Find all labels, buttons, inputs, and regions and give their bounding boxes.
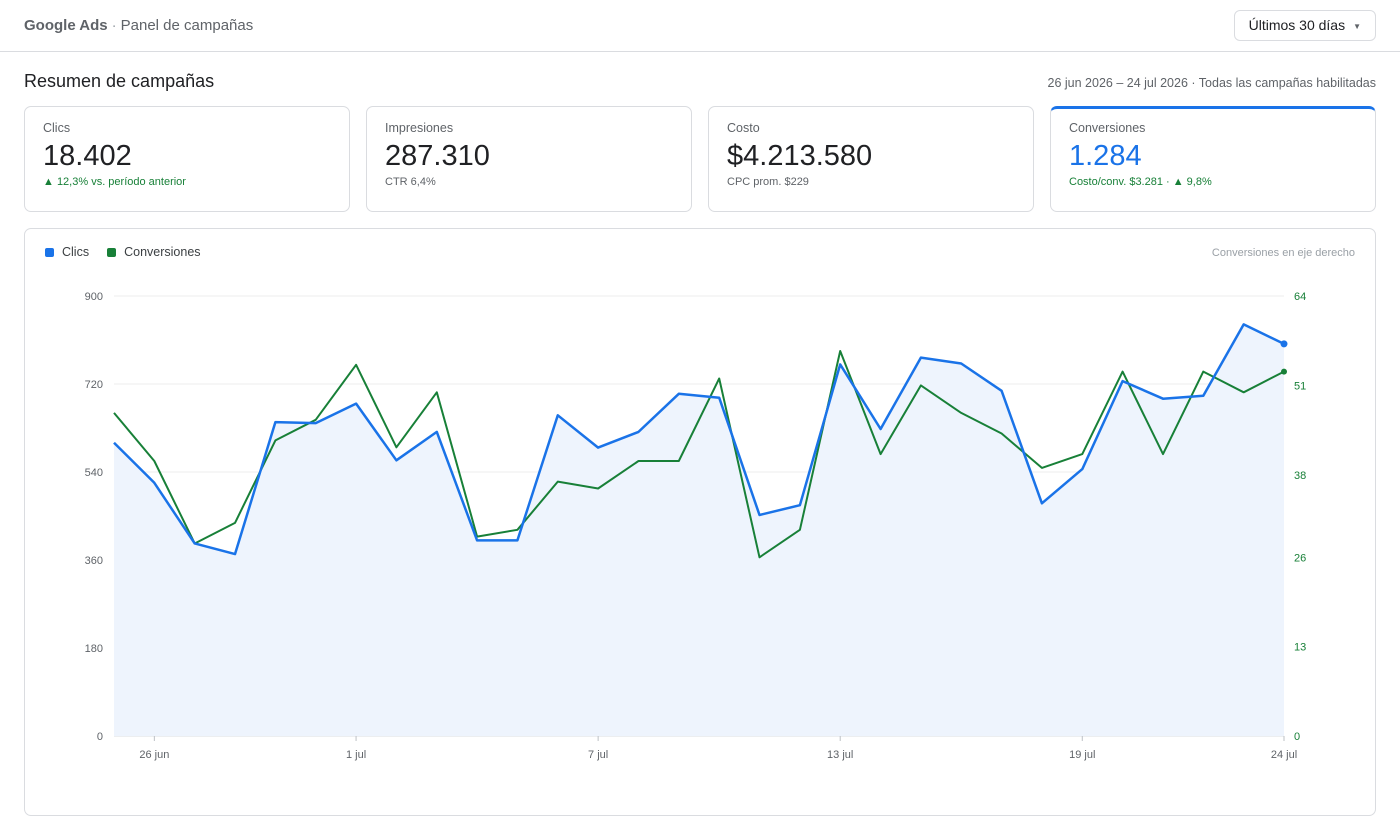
brand-name[interactable]: Google Ads [24,17,108,34]
x-tick-label: 26 jun [139,749,169,761]
kpi-label: Conversiones [1069,121,1146,135]
legend-label: Clics [62,245,90,259]
legend-item-conversions[interactable]: Conversiones [107,245,201,259]
y-right-tick-label: 26 [1294,552,1306,564]
kpi-card-impressions[interactable]: Impresiones 287.310 CTR 6,4% [366,106,692,212]
kpi-card-conversions[interactable]: Conversiones 1.284 Costo/conv. $3.281 · … [1050,106,1376,212]
performance-chart: 0 180 360 540 720 900 0 13 26 38 51 64 26 jun 1 jul 7 … [24,228,1376,816]
y-left-tick-label: 900 [85,291,103,303]
section-title: Resumen de campañas [24,71,215,91]
y-right-tick-label: 64 [1294,291,1306,303]
date-range-summary: 26 jun 2026 – 24 jul 2026 · Todas las ca… [1047,76,1376,90]
conversions-end-point [1281,368,1287,375]
legend-label: Conversiones [124,245,201,259]
breadcrumb: Google Ads · Panel de campañas [24,17,253,34]
y-left-tick-label: 180 [85,643,103,655]
x-tick-label: 7 jul [588,749,608,761]
kpi-subtext: ▲ 12,3% vs. período anterior [43,176,186,188]
y-right-tick-label: 0 [1294,731,1300,743]
y-left-tick-label: 0 [97,731,103,743]
kpi-label: Costo [727,121,760,135]
legend-swatch [107,247,117,257]
y-right-tick-label: 13 [1294,642,1306,654]
kpi-label: Clics [43,121,71,135]
x-tick-label: 1 jul [346,749,366,761]
date-range-label: Últimos 30 días [1248,17,1346,33]
kpi-value: 287.310 [385,140,490,172]
kpi-card-cost[interactable]: Costo $4.213.580 CPC prom. $229 [708,106,1034,212]
x-tick-label: 19 jul [1069,749,1095,761]
legend-swatch [45,247,54,257]
kpi-subtext: CTR 6,4% [385,176,436,188]
x-tick-label: 13 jul [827,749,853,761]
chart-canvas: 0 180 360 540 720 900 0 13 26 38 51 64 26 jun 1 jul 7 … [85,291,1307,761]
y-left-tick-label: 720 [85,379,103,391]
top-bar: Google Ads · Panel de campañas Últimos 30 … [0,0,1400,52]
axis-note: Conversiones en eje derecho [1211,247,1355,259]
page-name: Panel de campañas [120,17,254,34]
kpi-subtext: Costo/conv. $3.281 · ▲ 9,8% [1069,176,1212,188]
chart-legend: Clics Conversiones [45,245,201,259]
kpi-value: $4.213.580 [727,140,873,172]
y-right-tick-label: 51 [1294,380,1306,392]
kpi-value: 18.402 [43,140,132,172]
y-left-tick-label: 540 [85,467,103,479]
kpi-value: 1.284 [1069,140,1142,172]
kpi-subtext: CPC prom. $229 [727,176,809,188]
legend-item-clicks[interactable]: Clics [45,245,89,259]
clicks-end-point [1280,340,1288,348]
x-tick-label: 24 jul [1271,749,1297,761]
series-line-clicks [113,323,1285,556]
y-right-tick-label: 38 [1294,470,1306,482]
y-left-tick-label: 360 [85,555,103,567]
kpi-label: Impresiones [385,121,454,135]
clicks-area [114,324,1284,736]
breadcrumb-separator: · [111,17,117,34]
caret-down-icon: ▼ [1353,21,1361,31]
kpi-card-clicks[interactable]: Clics 18.402 ▲ 12,3% vs. período anterio… [24,106,350,212]
date-range-button[interactable]: Últimos 30 días ▼ [1233,10,1376,41]
